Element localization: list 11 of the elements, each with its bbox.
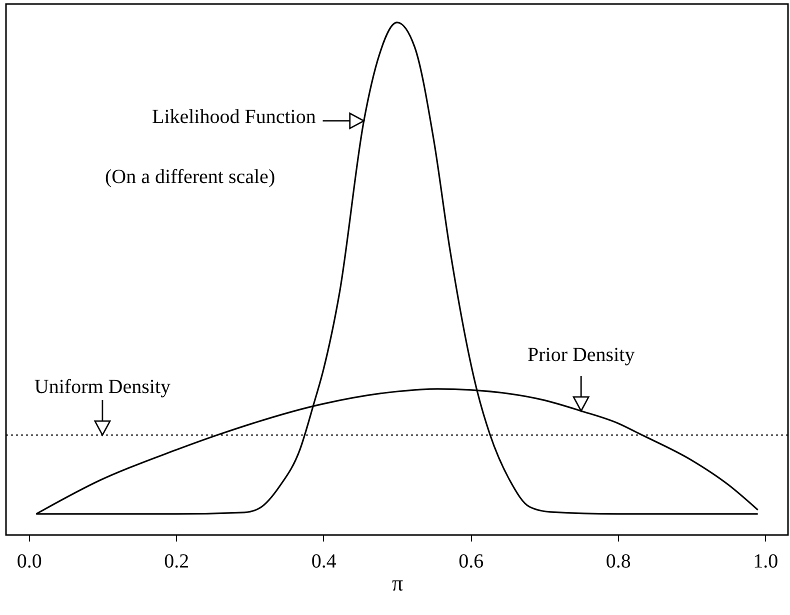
annotation: Likelihood Function xyxy=(152,106,316,128)
x-tick-label: 0.0 xyxy=(16,550,42,572)
x-tick-label: 0.8 xyxy=(606,550,631,572)
x-tick-label: 0.4 xyxy=(311,550,336,572)
annotation: Uniform Density xyxy=(34,376,171,398)
x-axis-title: π xyxy=(392,570,404,596)
x-tick-label: 0.6 xyxy=(458,550,484,572)
x-tick-label: 0.2 xyxy=(164,550,190,572)
annotation: (On a different scale) xyxy=(105,166,276,188)
annotation: Prior Density xyxy=(527,344,635,366)
x-tick-label: 1.0 xyxy=(753,550,778,572)
